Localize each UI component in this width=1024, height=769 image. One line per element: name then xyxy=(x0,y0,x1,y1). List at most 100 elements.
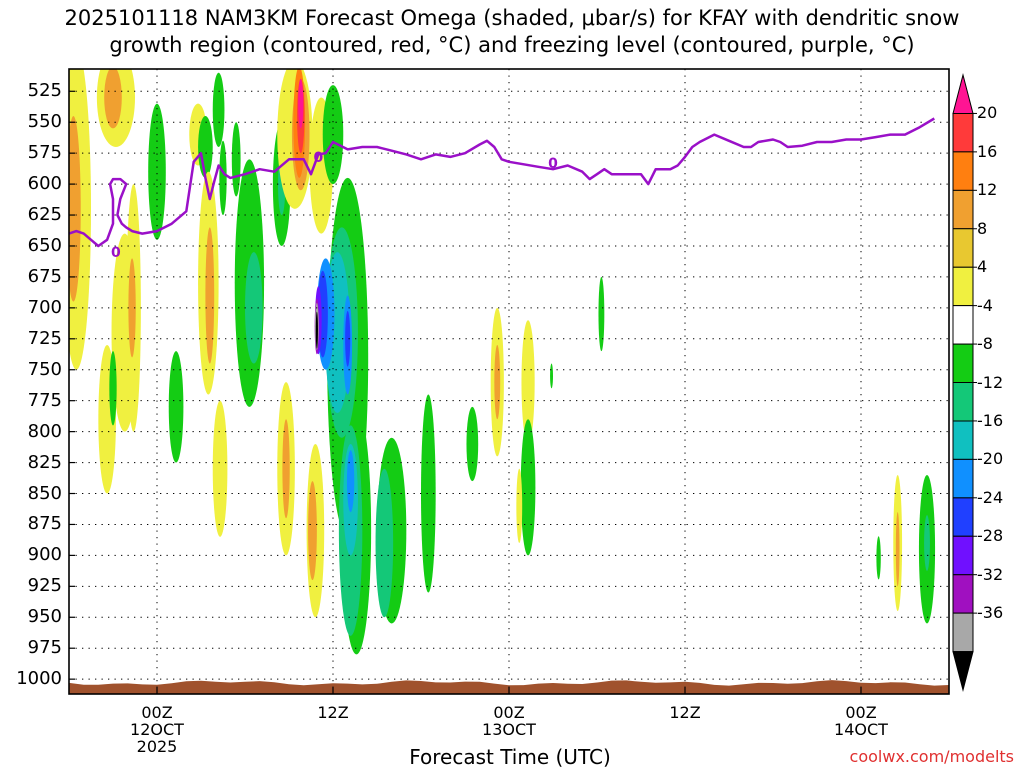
omega-region-55 xyxy=(494,344,501,420)
colorbar-label-8: 8 xyxy=(977,218,988,238)
colorbar-label--8: -8 xyxy=(977,334,993,354)
colorbar-label--36: -36 xyxy=(977,603,1004,623)
omega-region-27 xyxy=(282,419,290,519)
ytick-label-1000: 1000 xyxy=(16,668,62,690)
colorbar-label--24: -24 xyxy=(977,487,1004,507)
colorbar-label--32: -32 xyxy=(977,564,1004,584)
omega-region-43 xyxy=(346,450,355,513)
colorbar-label-4: 4 xyxy=(977,257,988,277)
ytick-label-575: 575 xyxy=(27,142,62,164)
freezing-level-label-2: 0 xyxy=(548,156,558,172)
ytick-label-550: 550 xyxy=(27,111,62,133)
xtick-line: 13OCT xyxy=(482,720,536,739)
ytick-label-650: 650 xyxy=(27,234,62,256)
colorbar-swatch-2 xyxy=(952,151,974,191)
colorbar-label-20: 20 xyxy=(977,103,998,123)
ytick-label-525: 525 xyxy=(27,80,62,102)
chart-title-line2: growth region (contoured, red, °C) and f… xyxy=(109,33,915,57)
omega-region-8 xyxy=(128,258,136,358)
omega-region-3 xyxy=(104,69,122,129)
colorbar-swatch-13 xyxy=(952,574,974,614)
omega-region-57 xyxy=(520,419,536,556)
colorbar-swatch-15 xyxy=(952,651,974,692)
colorbar-label--4: -4 xyxy=(977,295,993,315)
omega-region-16 xyxy=(205,227,215,364)
omega-region-52 xyxy=(421,394,436,593)
colorbar-swatch-7 xyxy=(952,343,974,383)
ytick-label-600: 600 xyxy=(27,173,62,195)
x-axis-label: Forecast Time (UTC) xyxy=(409,745,611,769)
xtick-label-54h: 00Z 14OCT xyxy=(821,704,901,738)
freezing-level-label-1: 0 xyxy=(313,150,323,166)
xtick-line: 12Z xyxy=(669,703,701,722)
omega-region-33 xyxy=(308,481,317,581)
freezing-level-line xyxy=(69,117,935,248)
colorbar-swatch-6 xyxy=(952,305,974,345)
colorbar-label--28: -28 xyxy=(977,526,1004,546)
omega-region-59 xyxy=(550,363,553,389)
omega-region-20 xyxy=(245,252,263,364)
xtick-line: 2025 xyxy=(136,737,178,756)
ytick-label-775: 775 xyxy=(27,389,62,411)
omega-region-18 xyxy=(231,122,241,197)
omega-region-51 xyxy=(375,468,394,618)
colorbar-label-12: 12 xyxy=(977,180,998,200)
omega-region-14 xyxy=(168,351,184,463)
ytick-label-875: 875 xyxy=(27,513,62,535)
xtick-label-42h: 12Z xyxy=(645,704,725,721)
omega-region-31 xyxy=(298,78,304,129)
credit-link[interactable]: coolwx.com/modelts xyxy=(849,747,1014,766)
ytick-label-950: 950 xyxy=(27,606,62,628)
omega-region-58 xyxy=(516,468,523,544)
omega-region-9 xyxy=(148,103,166,240)
ytick-label-700: 700 xyxy=(27,296,62,318)
omega-region-60 xyxy=(598,276,605,352)
omega-region-65 xyxy=(924,515,930,571)
omega-region-53 xyxy=(466,406,479,482)
colorbar-swatch-3 xyxy=(952,189,974,230)
colorbar-swatch-12 xyxy=(952,535,974,576)
xtick-label-6h: 00Z 12OCT 2025 xyxy=(117,704,197,755)
ytick-label-625: 625 xyxy=(27,204,62,226)
xtick-line: 12OCT xyxy=(130,720,184,739)
xtick-line: 00Z xyxy=(845,703,877,722)
ytick-label-725: 725 xyxy=(27,327,62,349)
chart-title-line1: 2025101118 NAM3KM Forecast Omega (shaded… xyxy=(64,6,960,30)
omega-region-49 xyxy=(315,311,318,349)
omega-region-61 xyxy=(876,536,881,580)
colorbar-swatch-11 xyxy=(952,497,974,537)
ytick-label-925: 925 xyxy=(27,575,62,597)
colorbar-swatch-14 xyxy=(952,612,974,653)
omega-region-21 xyxy=(219,140,227,216)
colorbar-label--20: -20 xyxy=(977,449,1004,469)
ytick-label-750: 750 xyxy=(27,358,62,380)
omega-region-17 xyxy=(212,400,228,537)
omega-region-63 xyxy=(895,512,900,587)
colorbar-swatch-8 xyxy=(952,382,974,422)
colorbar-swatch-1 xyxy=(952,112,974,153)
omega-region-1 xyxy=(69,116,81,302)
ytick-label-825: 825 xyxy=(27,451,62,473)
xtick-label-30h: 00Z 13OCT xyxy=(469,704,549,738)
ytick-label-900: 900 xyxy=(27,544,62,566)
colorbar-swatch-4 xyxy=(952,228,974,268)
colorbar-label--12: -12 xyxy=(977,372,1004,392)
omega-region-12 xyxy=(198,116,213,178)
colorbar-swatch-10 xyxy=(952,458,974,499)
colorbar-swatch-9 xyxy=(952,420,974,460)
omega-region-6 xyxy=(109,351,117,426)
omega-region-13 xyxy=(212,72,225,147)
colorbar-swatch-5 xyxy=(952,266,974,307)
omega-region-45 xyxy=(345,310,351,367)
freezing-level-label-0: 0 xyxy=(111,245,121,261)
xtick-line: 14OCT xyxy=(834,720,888,739)
ytick-label-975: 975 xyxy=(27,637,62,659)
colorbar-label-16: 16 xyxy=(977,141,998,161)
ytick-label-675: 675 xyxy=(27,265,62,287)
ytick-label-800: 800 xyxy=(27,420,62,442)
omega-region-56 xyxy=(521,320,535,444)
xtick-line: 00Z xyxy=(141,703,173,722)
xtick-line: 00Z xyxy=(493,703,525,722)
xtick-line: 12Z xyxy=(317,703,349,722)
